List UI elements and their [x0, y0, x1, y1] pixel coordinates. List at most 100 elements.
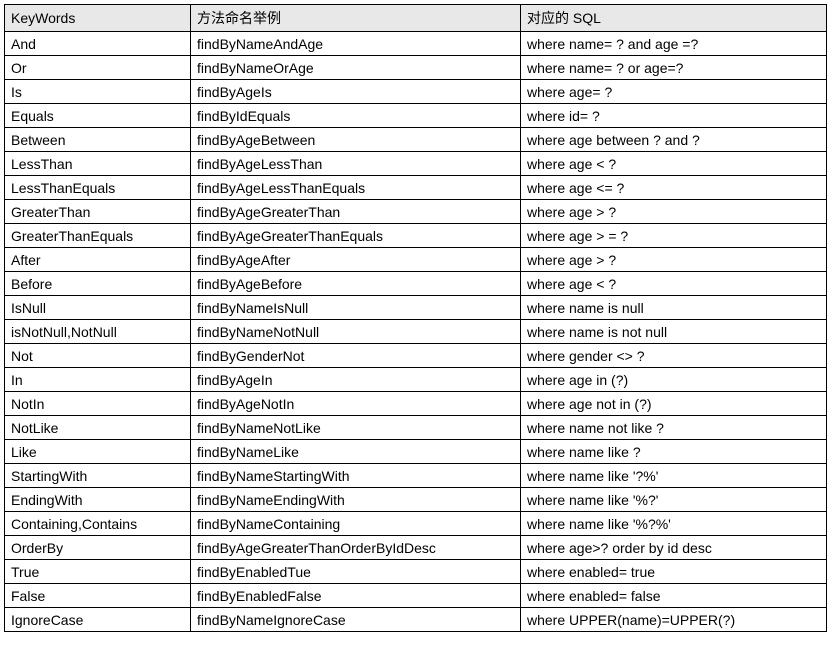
table-row: IsfindByAgeIswhere age= ?: [5, 80, 827, 104]
table-row: TruefindByEnabledTuewhere enabled= true: [5, 560, 827, 584]
cell-sql: where enabled= true: [521, 560, 827, 584]
cell-method: findByNameIsNull: [191, 296, 521, 320]
cell-keyword: Not: [5, 344, 191, 368]
cell-sql: where enabled= false: [521, 584, 827, 608]
cell-keyword: OrderBy: [5, 536, 191, 560]
cell-keyword: Equals: [5, 104, 191, 128]
table-row: OrfindByNameOrAgewhere name= ? or age=?: [5, 56, 827, 80]
cell-sql: where age < ?: [521, 272, 827, 296]
cell-method: findByNameStartingWith: [191, 464, 521, 488]
cell-keyword: Before: [5, 272, 191, 296]
header-method: 方法命名举例: [191, 5, 521, 32]
cell-sql: where age in (?): [521, 368, 827, 392]
table-row: AndfindByNameAndAgewhere name= ? and age…: [5, 32, 827, 56]
cell-method: findByAgeGreaterThanOrderByIdDesc: [191, 536, 521, 560]
cell-keyword: After: [5, 248, 191, 272]
cell-sql: where name like '?%': [521, 464, 827, 488]
cell-keyword: Between: [5, 128, 191, 152]
table-row: FalsefindByEnabledFalsewhere enabled= fa…: [5, 584, 827, 608]
cell-method: findByAgeIn: [191, 368, 521, 392]
cell-keyword: LessThanEquals: [5, 176, 191, 200]
cell-method: findByAgeLessThan: [191, 152, 521, 176]
cell-keyword: NotLike: [5, 416, 191, 440]
cell-method: findByAgeGreaterThan: [191, 200, 521, 224]
cell-keyword: LessThan: [5, 152, 191, 176]
cell-sql: where id= ?: [521, 104, 827, 128]
cell-sql: where age > ?: [521, 248, 827, 272]
cell-keyword: Or: [5, 56, 191, 80]
cell-method: findByEnabledTue: [191, 560, 521, 584]
table-row: NotInfindByAgeNotInwhere age not in (?): [5, 392, 827, 416]
header-row: KeyWords 方法命名举例 对应的 SQL: [5, 5, 827, 32]
cell-sql: where age>? order by id desc: [521, 536, 827, 560]
cell-keyword: EndingWith: [5, 488, 191, 512]
cell-keyword: And: [5, 32, 191, 56]
table-row: LessThanfindByAgeLessThanwhere age < ?: [5, 152, 827, 176]
cell-keyword: False: [5, 584, 191, 608]
cell-keyword: In: [5, 368, 191, 392]
table-row: EndingWithfindByNameEndingWithwhere name…: [5, 488, 827, 512]
table-row: AfterfindByAgeAfterwhere age > ?: [5, 248, 827, 272]
cell-method: findByAgeBetween: [191, 128, 521, 152]
cell-method: findByAgeIs: [191, 80, 521, 104]
table-row: EqualsfindByIdEqualswhere id= ?: [5, 104, 827, 128]
table-row: BeforefindByAgeBeforewhere age < ?: [5, 272, 827, 296]
cell-sql: where age <= ?: [521, 176, 827, 200]
cell-method: findByNameLike: [191, 440, 521, 464]
header-keywords: KeyWords: [5, 5, 191, 32]
table-row: NotfindByGenderNotwhere gender <> ?: [5, 344, 827, 368]
cell-sql: where name= ? or age=?: [521, 56, 827, 80]
cell-method: findByAgeLessThanEquals: [191, 176, 521, 200]
cell-keyword: Like: [5, 440, 191, 464]
cell-method: findByAgeBefore: [191, 272, 521, 296]
cell-keyword: Containing,Contains: [5, 512, 191, 536]
cell-keyword: NotIn: [5, 392, 191, 416]
table-row: InfindByAgeInwhere age in (?): [5, 368, 827, 392]
cell-sql: where name like '%?': [521, 488, 827, 512]
table-header: KeyWords 方法命名举例 对应的 SQL: [5, 5, 827, 32]
cell-sql: where name= ? and age =?: [521, 32, 827, 56]
table-row: LikefindByNameLikewhere name like ?: [5, 440, 827, 464]
cell-sql: where age > = ?: [521, 224, 827, 248]
keywords-table: KeyWords 方法命名举例 对应的 SQL AndfindByNameAnd…: [4, 4, 827, 632]
table-row: StartingWithfindByNameStartingWithwhere …: [5, 464, 827, 488]
header-sql: 对应的 SQL: [521, 5, 827, 32]
table-row: IsNullfindByNameIsNullwhere name is null: [5, 296, 827, 320]
cell-sql: where UPPER(name)=UPPER(?): [521, 608, 827, 632]
cell-method: findByAgeGreaterThanEquals: [191, 224, 521, 248]
cell-sql: where name is null: [521, 296, 827, 320]
table-row: IgnoreCasefindByNameIgnoreCasewhere UPPE…: [5, 608, 827, 632]
table-row: LessThanEqualsfindByAgeLessThanEqualswhe…: [5, 176, 827, 200]
table-row: Containing,ContainsfindByNameContainingw…: [5, 512, 827, 536]
table-row: isNotNull,NotNullfindByNameNotNullwhere …: [5, 320, 827, 344]
cell-method: findByNameNotLike: [191, 416, 521, 440]
cell-sql: where age= ?: [521, 80, 827, 104]
cell-method: findByNameOrAge: [191, 56, 521, 80]
cell-keyword: IsNull: [5, 296, 191, 320]
table-row: GreaterThanEqualsfindByAgeGreaterThanEqu…: [5, 224, 827, 248]
cell-sql: where name not like ?: [521, 416, 827, 440]
cell-sql: where gender <> ?: [521, 344, 827, 368]
cell-keyword: IgnoreCase: [5, 608, 191, 632]
cell-keyword: GreaterThanEquals: [5, 224, 191, 248]
cell-keyword: Is: [5, 80, 191, 104]
cell-sql: where name like '%?%': [521, 512, 827, 536]
cell-sql: where age < ?: [521, 152, 827, 176]
table-body: AndfindByNameAndAgewhere name= ? and age…: [5, 32, 827, 632]
table-row: GreaterThanfindByAgeGreaterThanwhere age…: [5, 200, 827, 224]
cell-sql: where age > ?: [521, 200, 827, 224]
cell-method: findByAgeAfter: [191, 248, 521, 272]
cell-sql: where age between ? and ?: [521, 128, 827, 152]
cell-keyword: GreaterThan: [5, 200, 191, 224]
cell-sql: where name is not null: [521, 320, 827, 344]
cell-method: findByAgeNotIn: [191, 392, 521, 416]
cell-sql: where age not in (?): [521, 392, 827, 416]
cell-method: findByGenderNot: [191, 344, 521, 368]
cell-keyword: StartingWith: [5, 464, 191, 488]
cell-method: findByNameContaining: [191, 512, 521, 536]
table-row: BetweenfindByAgeBetweenwhere age between…: [5, 128, 827, 152]
cell-method: findByNameIgnoreCase: [191, 608, 521, 632]
cell-keyword: True: [5, 560, 191, 584]
cell-method: findByEnabledFalse: [191, 584, 521, 608]
cell-keyword: isNotNull,NotNull: [5, 320, 191, 344]
